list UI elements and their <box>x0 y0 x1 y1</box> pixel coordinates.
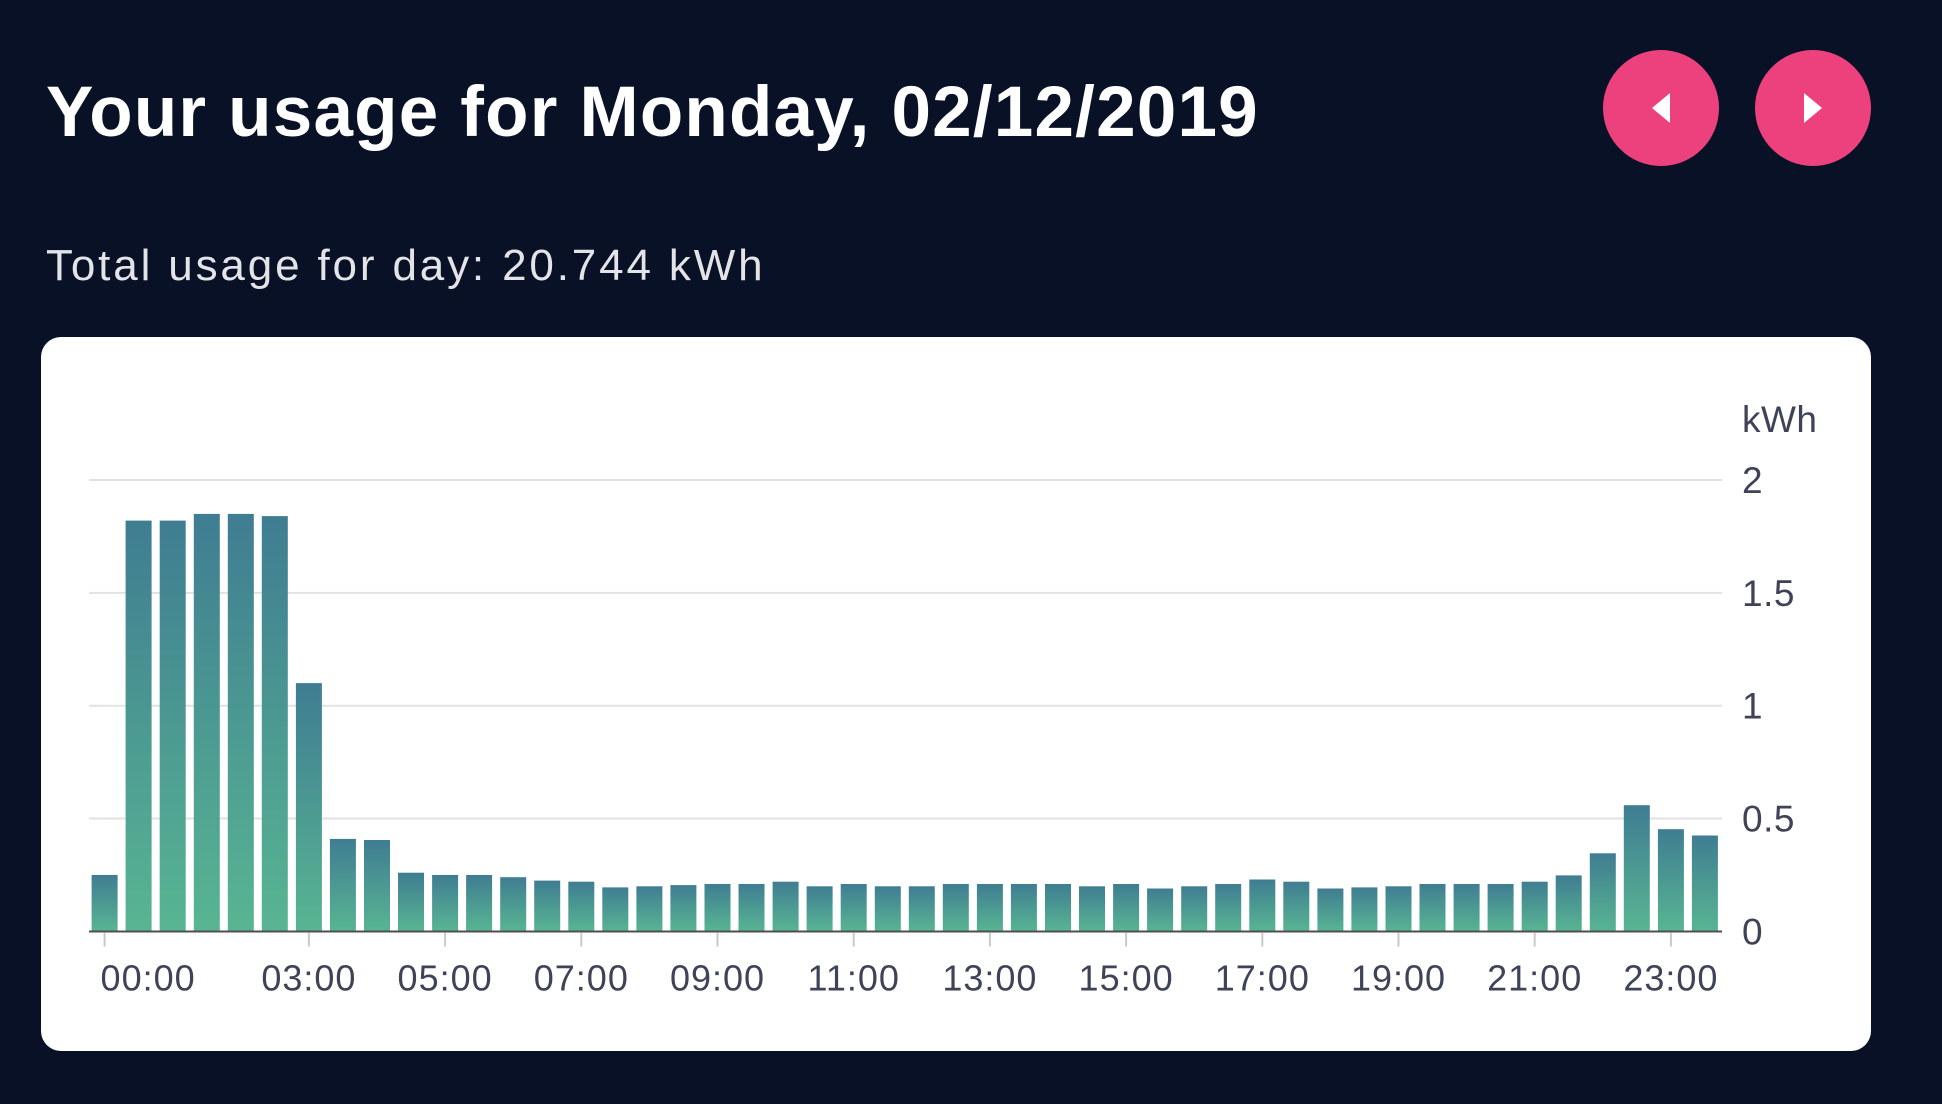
svg-text:07:00: 07:00 <box>534 958 629 999</box>
svg-text:17:00: 17:00 <box>1215 958 1310 999</box>
svg-text:1: 1 <box>1742 686 1763 727</box>
svg-text:03:00: 03:00 <box>261 958 356 999</box>
svg-text:15:00: 15:00 <box>1079 958 1174 999</box>
svg-text:kWh: kWh <box>1742 399 1818 440</box>
svg-text:0: 0 <box>1742 911 1763 952</box>
svg-text:13:00: 13:00 <box>942 958 1037 999</box>
svg-text:1.5: 1.5 <box>1742 573 1795 614</box>
svg-text:0.5: 0.5 <box>1742 799 1795 840</box>
svg-text:2: 2 <box>1742 460 1763 501</box>
svg-text:00:00: 00:00 <box>101 958 196 999</box>
svg-text:21:00: 21:00 <box>1487 958 1582 999</box>
svg-text:19:00: 19:00 <box>1351 958 1446 999</box>
svg-text:11:00: 11:00 <box>807 958 899 999</box>
svg-text:05:00: 05:00 <box>398 958 493 999</box>
svg-text:23:00: 23:00 <box>1623 958 1718 999</box>
svg-text:09:00: 09:00 <box>670 958 765 999</box>
